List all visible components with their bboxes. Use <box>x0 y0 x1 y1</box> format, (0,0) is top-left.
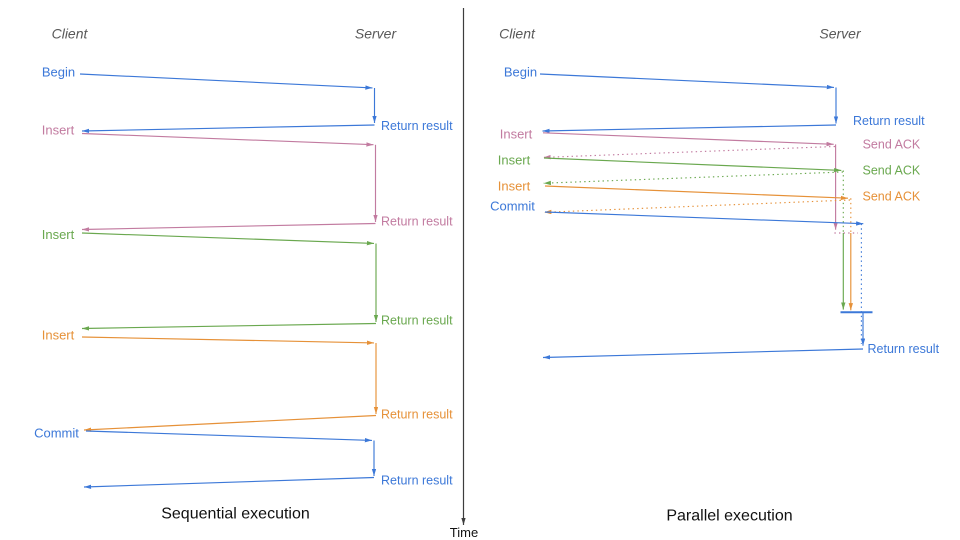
svg-text:Insert: Insert <box>498 179 531 194</box>
svg-text:Return result: Return result <box>381 215 453 229</box>
svg-text:Insert: Insert <box>500 127 533 142</box>
svg-text:Begin: Begin <box>42 65 75 80</box>
svg-text:Return result: Return result <box>381 119 453 133</box>
svg-text:Return result: Return result <box>868 342 940 356</box>
svg-text:Send ACK: Send ACK <box>863 190 921 204</box>
svg-text:Insert: Insert <box>498 153 531 168</box>
svg-text:Server: Server <box>355 26 398 42</box>
svg-text:Commit: Commit <box>490 199 535 214</box>
svg-text:Client: Client <box>52 26 89 42</box>
svg-text:Commit: Commit <box>34 425 79 440</box>
svg-text:Client: Client <box>499 26 536 42</box>
svg-text:Return result: Return result <box>381 474 453 488</box>
svg-text:Time: Time <box>450 525 478 540</box>
svg-text:Send ACK: Send ACK <box>863 164 921 178</box>
svg-text:Server: Server <box>819 26 862 42</box>
svg-text:Send ACK: Send ACK <box>863 138 921 152</box>
svg-text:Sequential execution: Sequential execution <box>161 506 310 523</box>
svg-text:Insert: Insert <box>42 227 75 242</box>
svg-text:Return result: Return result <box>381 408 453 422</box>
svg-text:Insert: Insert <box>42 123 75 138</box>
svg-text:Return result: Return result <box>853 114 925 128</box>
svg-text:Return result: Return result <box>381 313 453 327</box>
svg-text:Begin: Begin <box>504 65 537 80</box>
svg-text:Parallel execution: Parallel execution <box>666 507 792 524</box>
svg-text:Insert: Insert <box>42 328 75 343</box>
